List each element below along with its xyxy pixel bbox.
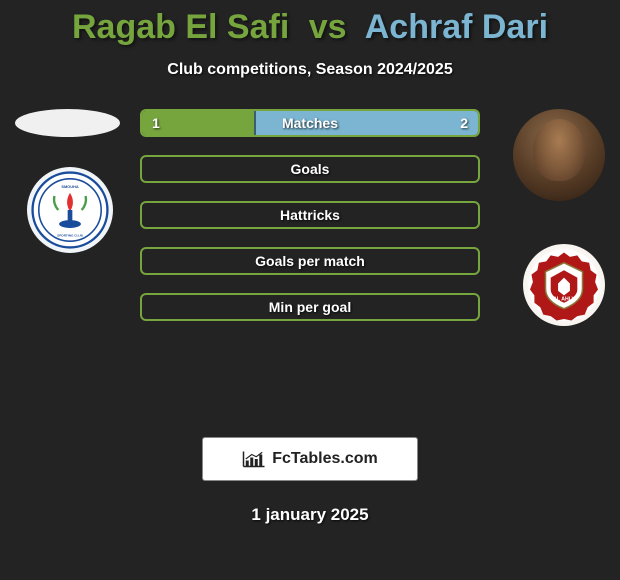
smouha-logo-icon: SMOUHA SPORTING CLUB (31, 171, 109, 249)
date-text: 1 january 2025 (0, 505, 620, 525)
svg-text:SMOUHA: SMOUHA (61, 184, 78, 189)
content-area: SMOUHA SPORTING CLUB AL AHLY 1 Matches 2 (0, 109, 620, 419)
player1-club-logo: SMOUHA SPORTING CLUB (27, 167, 113, 253)
comparison-card: Ragab El Safi vs Achraf Dari Club compet… (0, 0, 620, 580)
alahly-logo-icon: AL AHLY (527, 248, 601, 322)
player1-avatar (15, 109, 120, 137)
page-title: Ragab El Safi vs Achraf Dari (0, 8, 620, 47)
stat-label: Hattricks (142, 207, 478, 223)
stat-bar-hattricks: Hattricks (140, 201, 480, 229)
stat-bar-matches: 1 Matches 2 (140, 109, 480, 137)
stat-bar-goals: Goals (140, 155, 480, 183)
stat-value-right: 2 (460, 115, 468, 131)
chart-icon (242, 449, 266, 469)
subtitle: Club competitions, Season 2024/2025 (0, 61, 620, 79)
stat-label: Goals per match (142, 253, 478, 269)
stat-bars: 1 Matches 2 Goals Hattricks Goals per ma… (140, 109, 480, 321)
stat-bar-goals-per-match: Goals per match (140, 247, 480, 275)
stat-label: Min per goal (142, 299, 478, 315)
player2-avatar (513, 109, 605, 201)
promo-badge[interactable]: FcTables.com (202, 437, 418, 481)
player2-club-logo: AL AHLY (523, 244, 605, 326)
player1-name: Ragab El Safi (72, 8, 289, 46)
stat-label: Goals (142, 161, 478, 177)
player2-name: Achraf Dari (365, 8, 548, 46)
svg-text:AL AHLY: AL AHLY (553, 297, 575, 303)
stat-bar-min-per-goal: Min per goal (140, 293, 480, 321)
promo-text: FcTables.com (272, 450, 378, 468)
svg-text:SPORTING CLUB: SPORTING CLUB (57, 234, 83, 238)
title-vs: vs (309, 8, 347, 46)
stat-label: Matches (142, 115, 478, 131)
